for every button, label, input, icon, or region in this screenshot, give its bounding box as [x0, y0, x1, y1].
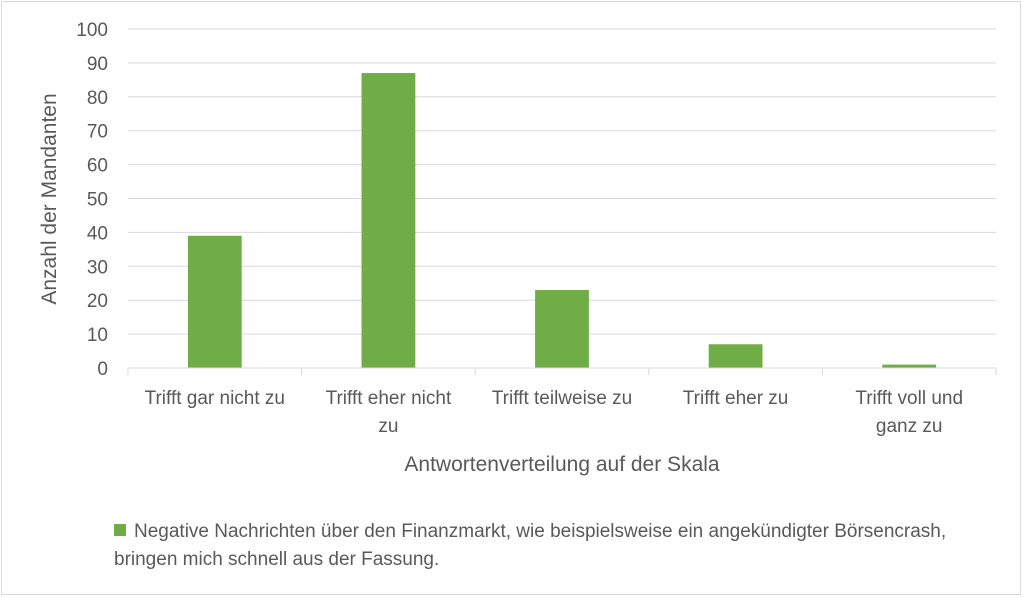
bar — [535, 290, 589, 368]
y-tick-label: 70 — [87, 122, 108, 143]
x-tick-label: Trifft gar nicht zu — [145, 388, 285, 409]
bar — [187, 235, 242, 368]
y-tick-labels: 0 10 20 30 40 50 60 70 80 90 100 — [76, 20, 108, 380]
y-tick-label: 10 — [87, 325, 108, 346]
x-axis — [127, 367, 997, 375]
x-tick-label: Trifft voll und ganz zu — [855, 388, 963, 437]
x-tick-label: Trifft eher zu — [683, 388, 789, 409]
legend-label: Negative Nachrichten über den Finanzmark… — [114, 521, 947, 570]
y-tick-label: 80 — [87, 88, 108, 109]
x-tick-label: Trifft eher nicht zu — [326, 388, 452, 437]
bars — [187, 73, 937, 368]
bar — [361, 73, 416, 368]
bar — [708, 344, 763, 368]
y-tick-label: 20 — [87, 291, 108, 312]
x-tick-labels: Trifft gar nicht zu Trifft eher nicht zu Tr… — [145, 388, 963, 437]
y-tick-label: 90 — [87, 54, 108, 75]
y-axis-label: Anzahl der Mandanten — [38, 93, 61, 304]
legend: Negative Nachrichten über den Finanzmark… — [114, 518, 974, 574]
legend-swatch — [114, 524, 126, 536]
bar — [882, 364, 937, 368]
y-tick-label: 30 — [87, 257, 108, 278]
x-tick-label: Trifft teilweise zu — [492, 388, 632, 409]
x-axis-label: Antwortenverteilung auf der Skala — [404, 453, 720, 476]
y-tick-label: 40 — [87, 223, 108, 244]
y-tick-label: 0 — [97, 359, 108, 380]
gridlines — [128, 28, 996, 335]
y-tick-label: 50 — [87, 190, 108, 211]
y-tick-label: 100 — [76, 20, 108, 41]
y-tick-label: 60 — [87, 156, 108, 177]
